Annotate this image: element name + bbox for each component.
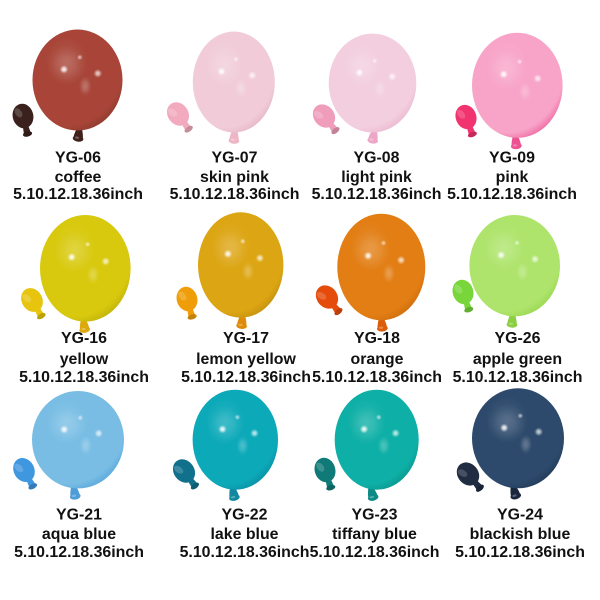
- svg-text:light pink: light pink: [341, 169, 412, 186]
- svg-text:YG-18: YG-18: [354, 330, 400, 347]
- svg-text:blackish blue: blackish blue: [470, 526, 571, 543]
- svg-text:5.10.12.18.36inch: 5.10.12.18.36inch: [453, 369, 583, 386]
- svg-text:lemon yellow: lemon yellow: [196, 351, 296, 368]
- svg-text:orange: orange: [351, 351, 404, 368]
- svg-text:5.10.12.18.36inch: 5.10.12.18.36inch: [312, 369, 442, 386]
- svg-text:YG-09: YG-09: [489, 150, 535, 167]
- svg-text:YG-22: YG-22: [222, 507, 268, 524]
- svg-text:coffee: coffee: [55, 169, 102, 186]
- svg-text:YG-16: YG-16: [61, 330, 107, 347]
- svg-text:pink: pink: [496, 169, 529, 186]
- svg-text:YG-06: YG-06: [55, 150, 101, 167]
- svg-text:5.10.12.18.36inch: 5.10.12.18.36inch: [180, 544, 310, 561]
- svg-text:5.10.12.18.36inch: 5.10.12.18.36inch: [455, 544, 585, 561]
- svg-text:5.10.12.18.36inch: 5.10.12.18.36inch: [13, 186, 143, 203]
- svg-text:YG-21: YG-21: [56, 507, 102, 524]
- svg-text:skin pink: skin pink: [200, 169, 269, 186]
- svg-text:YG-08: YG-08: [354, 150, 400, 167]
- svg-text:5.10.12.18.36inch: 5.10.12.18.36inch: [19, 369, 149, 386]
- svg-text:5.10.12.18.36inch: 5.10.12.18.36inch: [170, 186, 300, 203]
- svg-text:5.10.12.18.36inch: 5.10.12.18.36inch: [14, 544, 144, 561]
- svg-text:YG-24: YG-24: [497, 507, 543, 524]
- svg-text:5.10.12.18.36inch: 5.10.12.18.36inch: [312, 186, 442, 203]
- svg-text:YG-07: YG-07: [212, 150, 258, 167]
- svg-text:YG-26: YG-26: [495, 330, 541, 347]
- svg-text:5.10.12.18.36inch: 5.10.12.18.36inch: [447, 186, 577, 203]
- svg-text:yellow: yellow: [60, 351, 109, 368]
- svg-text:5.10.12.18.36inch: 5.10.12.18.36inch: [181, 369, 311, 386]
- svg-text:5.10.12.18.36inch: 5.10.12.18.36inch: [310, 544, 440, 561]
- svg-text:YG-23: YG-23: [352, 507, 398, 524]
- svg-text:apple green: apple green: [473, 351, 562, 368]
- svg-text:aqua blue: aqua blue: [42, 526, 116, 543]
- svg-text:lake blue: lake blue: [210, 526, 278, 543]
- svg-text:tiffany blue: tiffany blue: [332, 526, 417, 543]
- svg-text:YG-17: YG-17: [223, 330, 269, 347]
